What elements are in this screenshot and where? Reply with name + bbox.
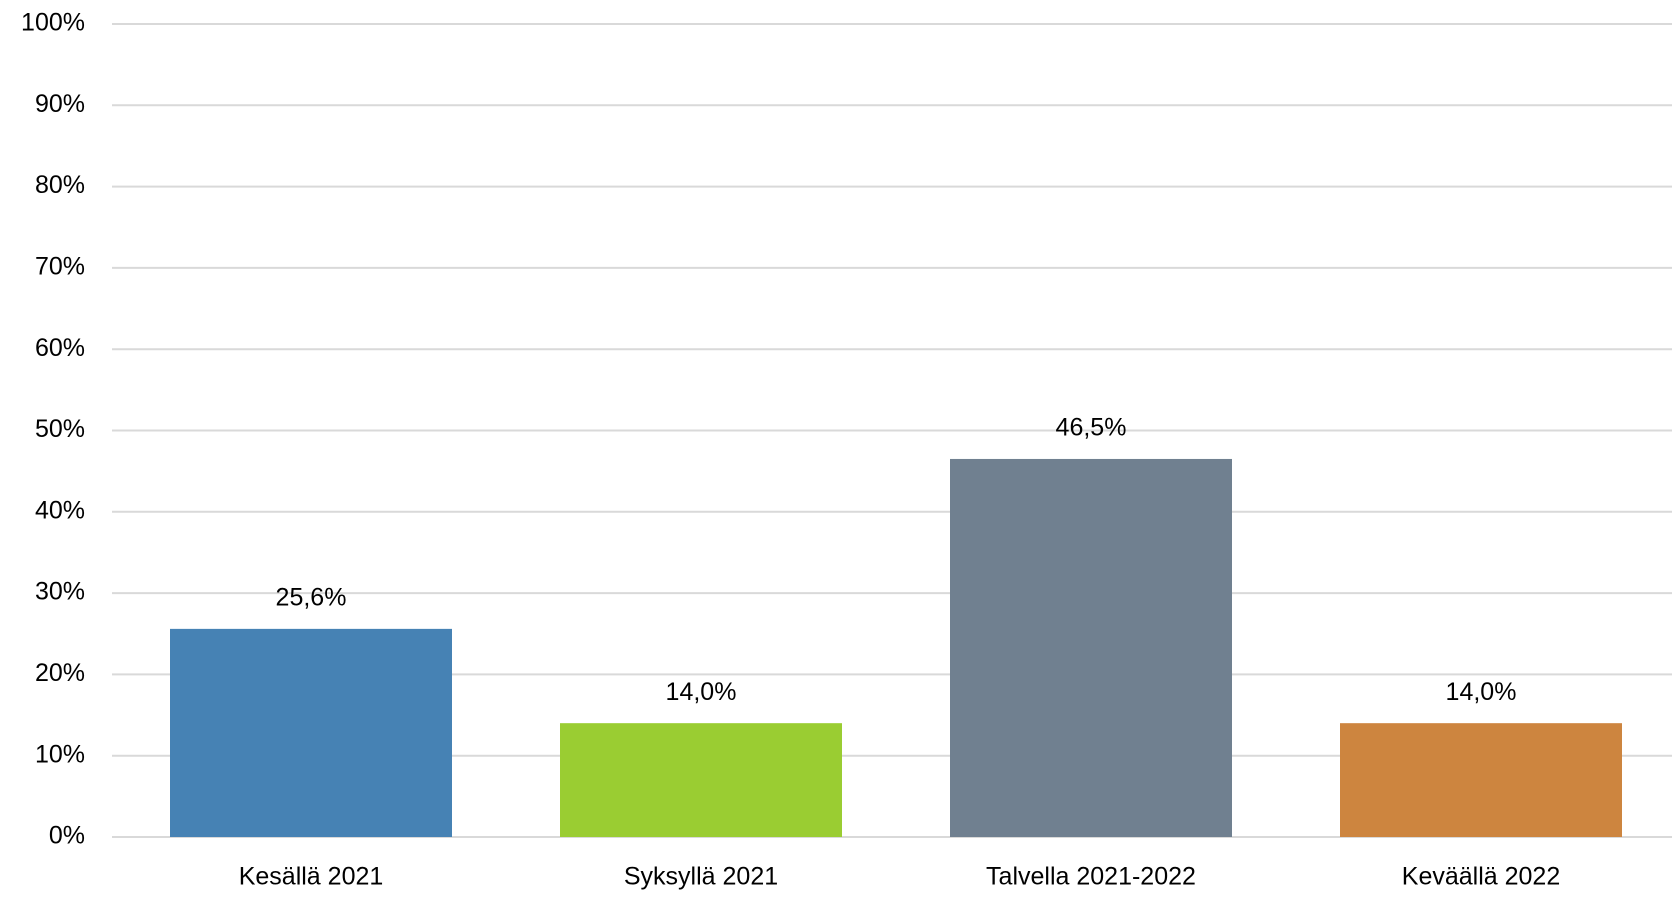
bar <box>560 723 842 837</box>
y-tick-label: 10% <box>35 740 85 768</box>
y-tick-label: 70% <box>35 253 85 281</box>
data-label: 46,5% <box>1056 414 1127 442</box>
bar <box>170 628 452 837</box>
x-tick-label: Talvella 2021-2022 <box>986 863 1196 891</box>
y-tick-label: 90% <box>35 90 85 118</box>
y-tick-label: 30% <box>35 578 85 606</box>
data-label: 25,6% <box>276 583 347 611</box>
bar <box>1340 723 1622 837</box>
x-tick-label: Kesällä 2021 <box>239 863 384 891</box>
y-tick-label: 50% <box>35 415 85 443</box>
data-label: 14,0% <box>666 678 737 706</box>
y-tick-label: 60% <box>35 334 85 362</box>
y-tick-label: 20% <box>35 659 85 687</box>
y-tick-label: 80% <box>35 171 85 199</box>
x-tick-label: Syksyllä 2021 <box>624 863 778 891</box>
x-tick-label: Keväällä 2022 <box>1402 863 1560 891</box>
y-tick-label: 0% <box>49 822 85 850</box>
bar <box>950 458 1232 837</box>
data-label: 14,0% <box>1446 678 1517 706</box>
y-tick-label: 40% <box>35 496 85 524</box>
y-tick-label: 100% <box>21 9 85 37</box>
